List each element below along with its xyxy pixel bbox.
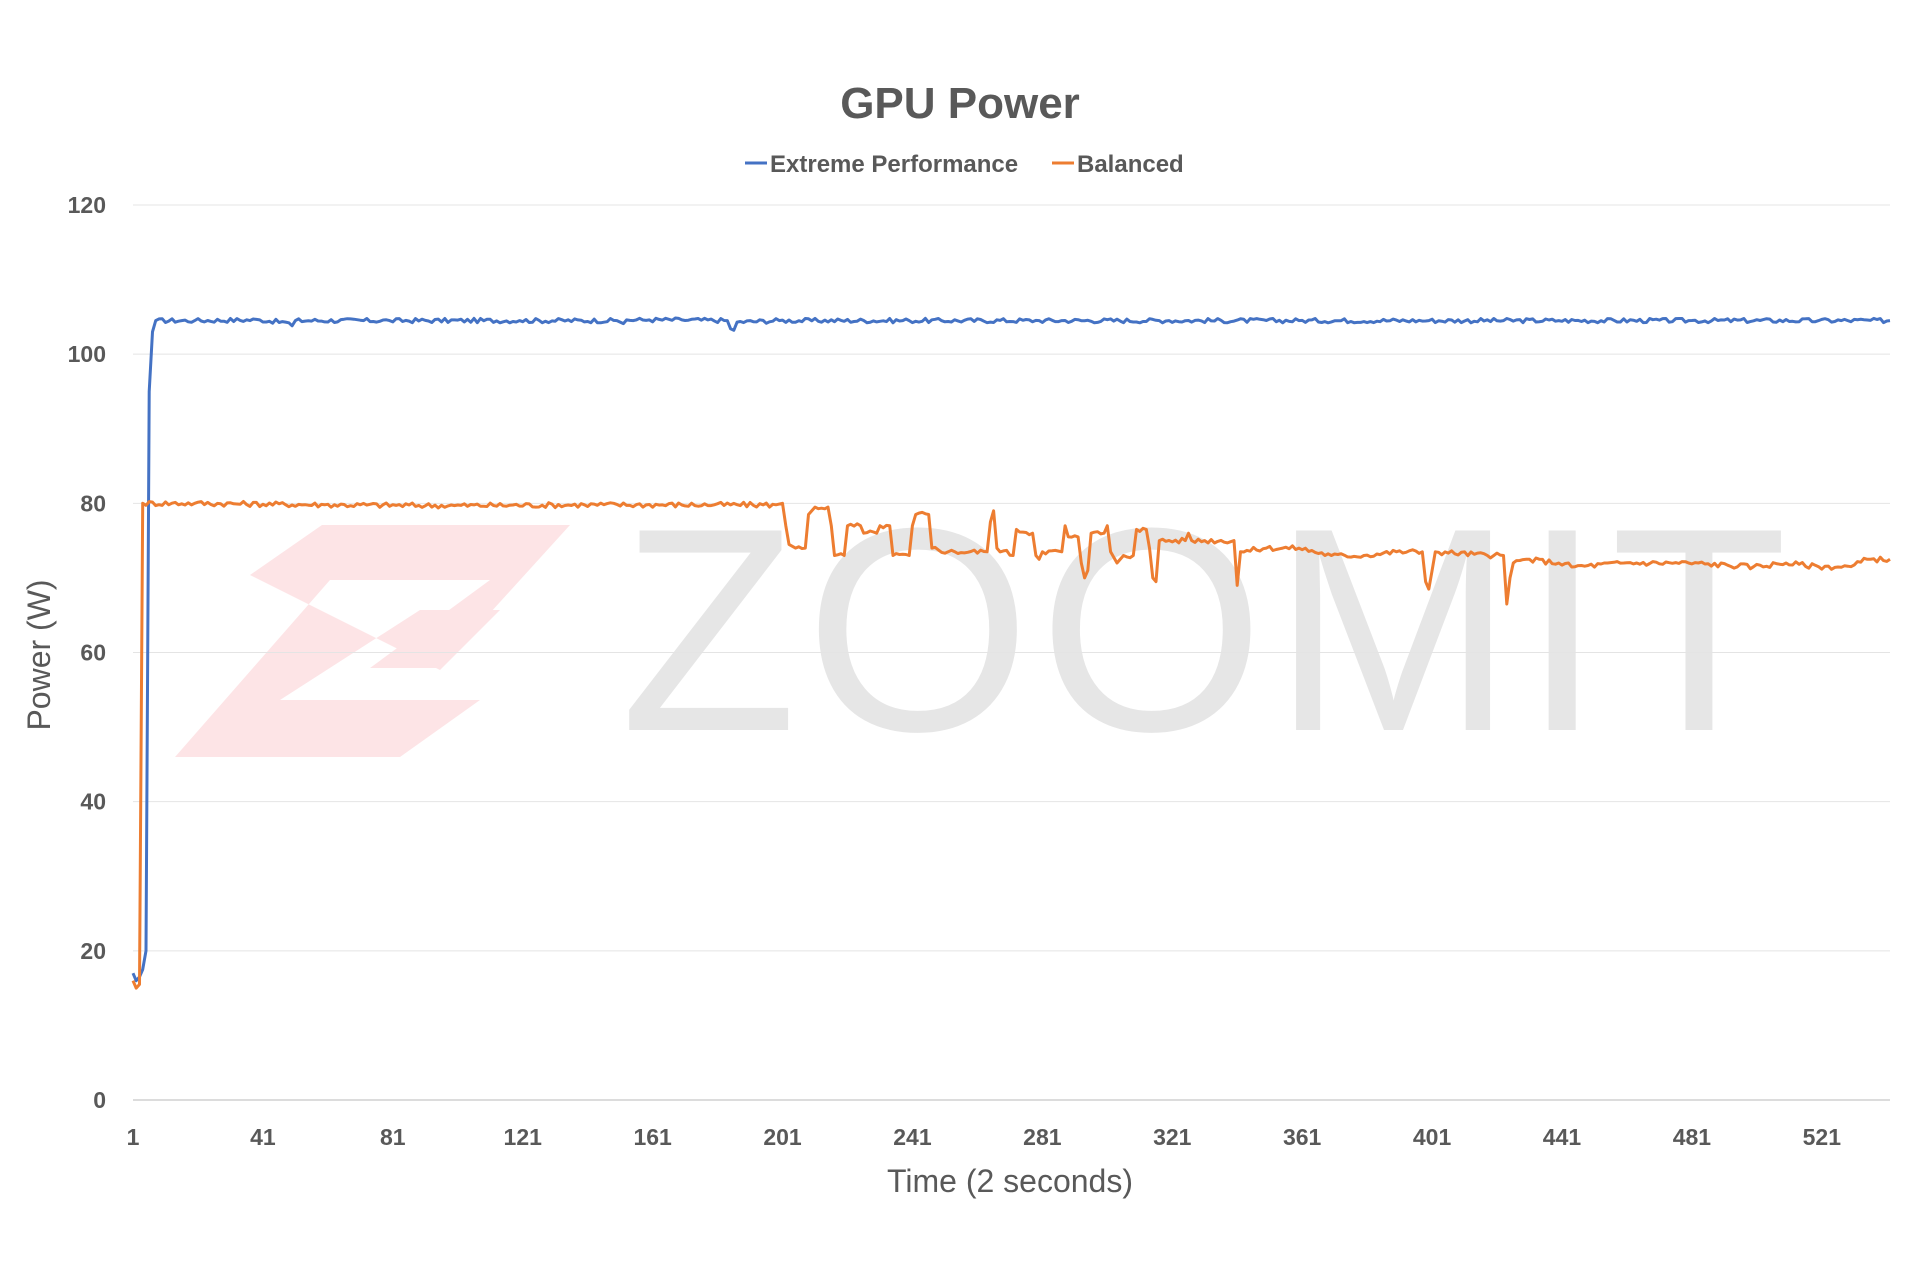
y-tick-label: 20: [80, 938, 106, 964]
y-tick-label: 60: [80, 640, 106, 666]
y-axis-ticks: 0 20 40 60 80 100 120: [68, 192, 106, 1113]
y-tick-label: 80: [80, 490, 106, 516]
y-tick-label: 0: [93, 1087, 106, 1113]
series-line-extreme-performance: [131, 316, 1891, 983]
x-tick-label: 321: [1153, 1124, 1192, 1150]
watermark: ZOOMIT: [175, 468, 1796, 792]
gridlines: [133, 204, 1890, 1101]
watermark-logo-shape: [175, 525, 570, 757]
x-tick-label: 201: [763, 1124, 802, 1150]
legend-label: Extreme Performance: [770, 151, 1018, 178]
x-tick-label: 161: [633, 1124, 672, 1150]
x-tick-label: 241: [893, 1124, 932, 1150]
legend: Extreme Performance Balanced: [745, 151, 1184, 178]
y-tick-label: 100: [68, 341, 106, 367]
x-tick-label: 81: [380, 1124, 406, 1150]
y-tick-label: 120: [68, 192, 106, 218]
series-lines: [131, 316, 1891, 990]
x-tick-label: 401: [1413, 1124, 1452, 1150]
x-tick-label: 441: [1543, 1124, 1582, 1150]
legend-item-balanced: Balanced: [1052, 151, 1184, 178]
legend-label: Balanced: [1077, 151, 1184, 178]
x-tick-label: 121: [504, 1124, 543, 1150]
chart-title: GPU Power: [840, 79, 1080, 128]
x-tick-label: 281: [1023, 1124, 1062, 1150]
x-tick-label: 361: [1283, 1124, 1322, 1150]
x-axis-ticks: 1 41 81 121 161 201 241 281 321 361 401 441 481 521: [127, 1124, 1842, 1150]
y-axis-label: Power (W): [21, 579, 57, 730]
x-tick-label: 41: [250, 1124, 276, 1150]
watermark-text: ZOOMIT: [620, 468, 1796, 792]
x-tick-label: 481: [1673, 1124, 1712, 1150]
x-tick-label: 521: [1803, 1124, 1842, 1150]
x-axis-label: Time (2 seconds): [887, 1163, 1133, 1199]
x-tick-label: 1: [127, 1124, 140, 1150]
legend-item-extreme-performance: Extreme Performance: [745, 151, 1018, 178]
y-tick-label: 40: [80, 789, 106, 815]
series-line-balanced: [131, 500, 1891, 990]
